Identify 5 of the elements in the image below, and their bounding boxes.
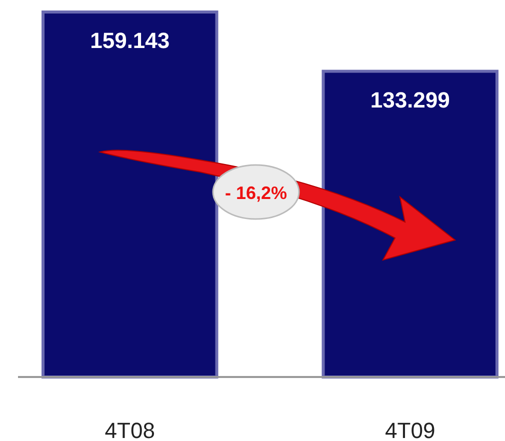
x-tick-label: 4T09 (385, 418, 436, 441)
data-label: 133.299 (370, 87, 450, 112)
annotation: - 16,2% (224, 183, 288, 203)
x-tick-label: 4T08 (104, 418, 155, 441)
data-label: 159.143 (90, 28, 170, 53)
